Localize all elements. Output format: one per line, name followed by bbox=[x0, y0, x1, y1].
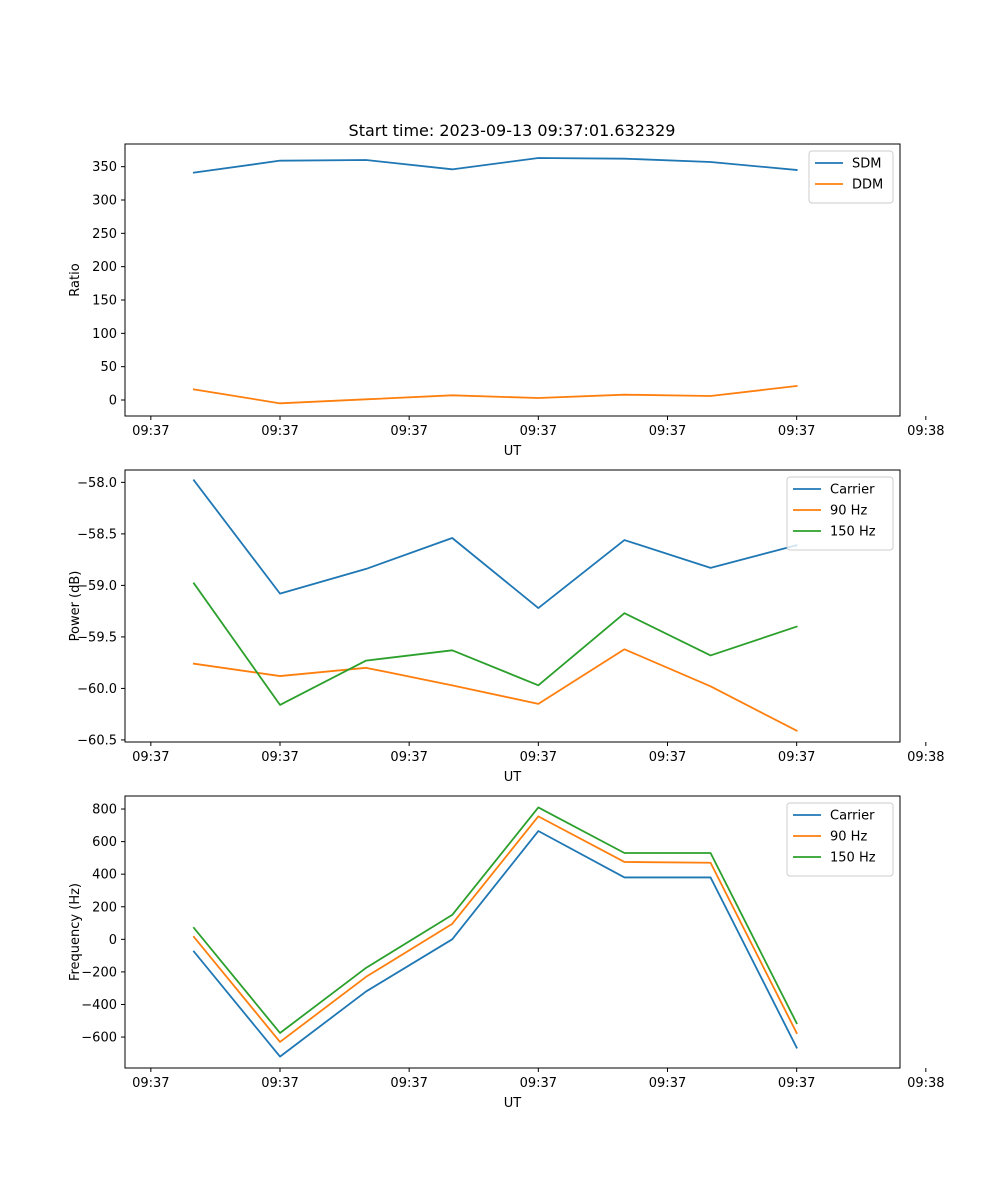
ratio-y-tick-label: 250 bbox=[92, 227, 117, 242]
ratio-y-tick-label: 100 bbox=[92, 327, 117, 342]
power-y-tick-label: −58.5 bbox=[77, 527, 117, 542]
ratio-y-axis-label: Ratio bbox=[68, 263, 83, 296]
power-x-tick-label: 09:37 bbox=[520, 750, 557, 765]
ratio-y-tick-label: 350 bbox=[92, 160, 117, 175]
power-y-tick-label: −59.0 bbox=[77, 579, 117, 594]
frequency-legend-label: 150 Hz bbox=[830, 851, 876, 866]
ratio-y-tick-label: 50 bbox=[100, 360, 117, 375]
frequency-x-tick-label: 09:37 bbox=[520, 1076, 557, 1091]
figure-title: Start time: 2023-09-13 09:37:01.632329 bbox=[349, 121, 676, 140]
frequency-series-90-hz-line bbox=[192, 815, 798, 1043]
frequency-y-tick-label: 800 bbox=[92, 803, 117, 818]
frequency-y-tick-label: −600 bbox=[81, 1031, 117, 1046]
power-y-axis-label: Power (dB) bbox=[68, 571, 83, 642]
power-series-90-hz-line bbox=[192, 648, 798, 732]
ratio-x-tick-label: 09:37 bbox=[520, 424, 557, 439]
frequency-panel: 09:37 09:37 09:37 09:37 09:37 09:37 09:38 −600 −… bbox=[68, 795, 945, 1111]
ratio-y-tick-label: 200 bbox=[92, 260, 117, 275]
frequency-legend-label: 90 Hz bbox=[830, 830, 867, 845]
power-panel: 09:37 09:37 09:37 09:37 09:37 09:37 09:38 −60.5… bbox=[68, 469, 945, 785]
ratio-axes-frame bbox=[124, 143, 901, 417]
frequency-y-tick-label: 600 bbox=[92, 835, 117, 850]
frequency-x-tick-label: 09:37 bbox=[132, 1076, 169, 1091]
power-axes-frame bbox=[124, 469, 901, 743]
ratio-x-tick-label: 09:37 bbox=[261, 424, 298, 439]
frequency-x-tick-label: 09:37 bbox=[778, 1076, 815, 1091]
ratio-legend bbox=[808, 150, 894, 204]
ratio-series-ddm-line bbox=[192, 385, 798, 405]
power-y-tick-label: −60.0 bbox=[77, 682, 117, 697]
power-y-tick-label: −59.5 bbox=[77, 630, 117, 645]
power-x-tick-label: 09:37 bbox=[778, 750, 815, 765]
ratio-y-tick-label: 0 bbox=[109, 394, 117, 409]
ratio-x-tick-label: 09:37 bbox=[649, 424, 686, 439]
frequency-y-tick-label: 200 bbox=[92, 900, 117, 915]
ratio-x-tick-label: 09:37 bbox=[132, 424, 169, 439]
power-y-tick-label: −58.0 bbox=[77, 476, 117, 491]
frequency-series-150-hz-line bbox=[192, 806, 798, 1034]
power-x-axis-label: UT bbox=[504, 770, 522, 785]
power-x-tick-label: 09:37 bbox=[261, 750, 298, 765]
frequency-y-axis-label: Frequency (Hz) bbox=[68, 883, 83, 981]
ratio-series-sdm-line bbox=[192, 157, 798, 174]
power-x-tick-label: 09:38 bbox=[907, 750, 944, 765]
ratio-x-axis-label: UT bbox=[504, 444, 522, 459]
frequency-x-tick-label: 09:37 bbox=[649, 1076, 686, 1091]
ratio-y-tick-label: 300 bbox=[92, 194, 117, 209]
ratio-panel: 09:37 09:37 09:37 09:37 09:37 09:37 09:38 0 50 10… bbox=[68, 143, 945, 459]
frequency-y-tick-label: −400 bbox=[81, 998, 117, 1013]
frequency-y-tick-label: −200 bbox=[81, 965, 117, 980]
ratio-x-tick-label: 09:38 bbox=[907, 424, 944, 439]
frequency-axes-frame bbox=[124, 795, 901, 1069]
ratio-x-tick-label: 09:37 bbox=[778, 424, 815, 439]
frequency-y-tick-label: 0 bbox=[109, 933, 117, 948]
power-legend-label: Carrier bbox=[830, 483, 875, 498]
ratio-legend-label: DDM bbox=[852, 178, 883, 193]
ratio-legend-label: SDM bbox=[852, 157, 881, 172]
frequency-x-axis-label: UT bbox=[504, 1096, 522, 1111]
frequency-legend-label: Carrier bbox=[830, 809, 875, 824]
power-legend-label: 150 Hz bbox=[830, 525, 876, 540]
power-series-150-hz-line bbox=[192, 582, 798, 706]
frequency-y-tick-label: 400 bbox=[92, 868, 117, 883]
ratio-y-tick-label: 150 bbox=[92, 294, 117, 309]
power-legend-label: 90 Hz bbox=[830, 504, 867, 519]
power-x-tick-label: 09:37 bbox=[390, 750, 427, 765]
ratio-x-tick-label: 09:37 bbox=[390, 424, 427, 439]
power-series-carrier-line bbox=[192, 479, 798, 609]
power-x-tick-label: 09:37 bbox=[649, 750, 686, 765]
frequency-x-tick-label: 09:38 bbox=[907, 1076, 944, 1091]
power-x-tick-label: 09:37 bbox=[132, 750, 169, 765]
frequency-series-carrier-line bbox=[192, 830, 798, 1058]
power-y-tick-label: −60.5 bbox=[77, 733, 117, 748]
frequency-x-tick-label: 09:37 bbox=[261, 1076, 298, 1091]
frequency-x-tick-label: 09:37 bbox=[390, 1076, 427, 1091]
